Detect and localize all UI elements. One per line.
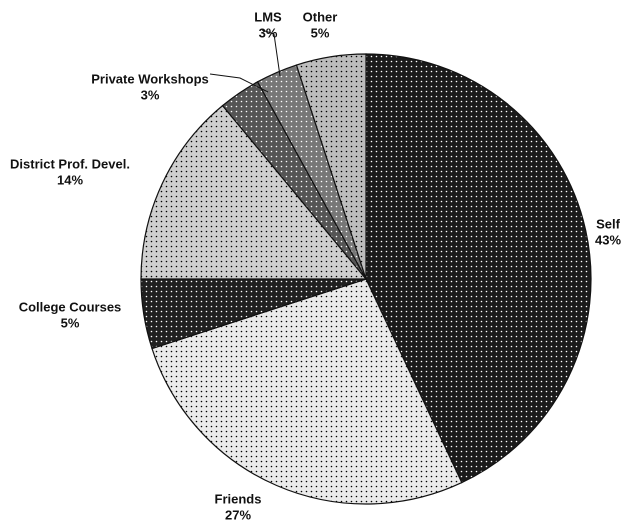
slice-value-label: 14% xyxy=(57,172,83,187)
slice-label: Friends xyxy=(215,491,262,506)
slice-value-label: 43% xyxy=(595,232,621,247)
slice-value-label: 5% xyxy=(61,315,80,330)
slice-label: Private Workshops xyxy=(91,71,209,86)
pie-slice xyxy=(151,278,463,505)
slice-label: Self xyxy=(596,216,621,231)
slice-value-label: 3% xyxy=(259,25,278,40)
slice-value-label: 27% xyxy=(225,507,251,522)
slice-label: District Prof. Devel. xyxy=(10,156,130,171)
slice-label: College Courses xyxy=(19,299,122,314)
pie-slice xyxy=(295,53,367,280)
leader-line xyxy=(261,29,281,77)
slice-label: Other xyxy=(303,9,338,24)
leader-line xyxy=(209,73,269,93)
pie-slice xyxy=(140,104,368,280)
slice-value-label: 3% xyxy=(141,87,160,102)
slice-label: LMS xyxy=(254,9,282,24)
slice-value-label: 5% xyxy=(311,25,330,40)
pie xyxy=(140,53,592,505)
pie-slice xyxy=(365,53,592,484)
